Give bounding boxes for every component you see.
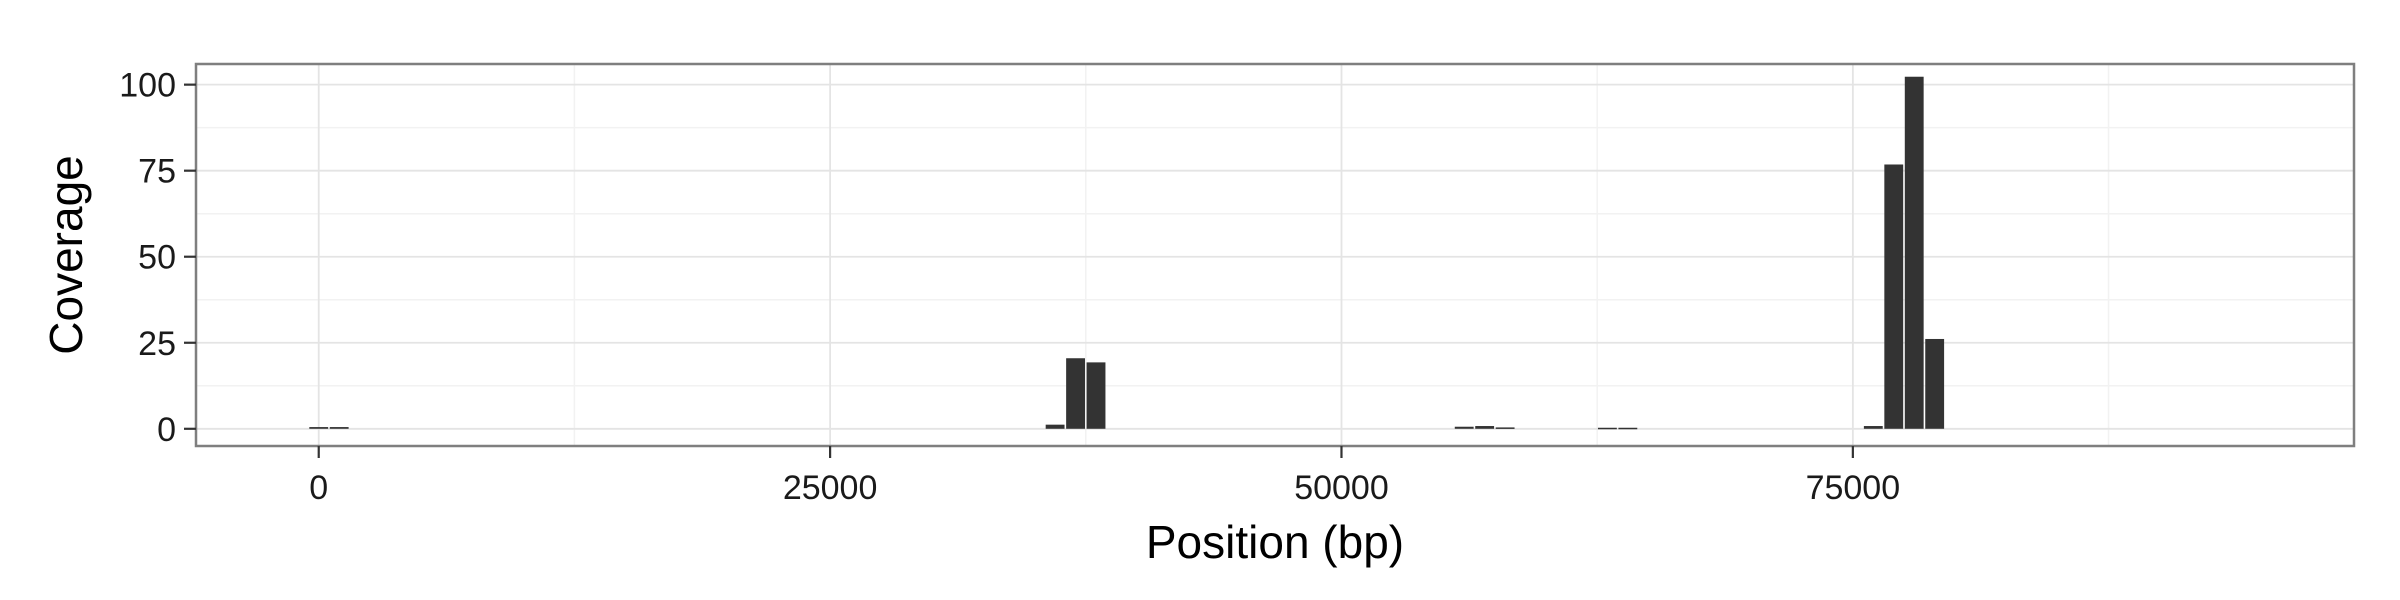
x-tick-label: 25000 <box>783 469 878 507</box>
coverage-bar <box>1618 427 1638 430</box>
x-tick-label: 50000 <box>1294 469 1389 507</box>
y-tick-label: 50 <box>138 239 176 277</box>
coverage-bar <box>1925 338 1945 429</box>
bars <box>309 76 1945 430</box>
x-axis-title: Position (bp) <box>1146 516 1404 568</box>
coverage-bar <box>1086 362 1106 429</box>
coverage-bar <box>1045 424 1065 429</box>
x-tick-label: 75000 <box>1806 469 1901 507</box>
coverage-bar <box>1884 164 1904 429</box>
coverage-bar <box>1066 358 1085 429</box>
tick-labels: 0 25000 50000 75000 0 25 50 75 100 <box>119 67 1900 507</box>
x-tick-label: 0 <box>309 469 328 507</box>
coverage-bar <box>309 427 329 429</box>
y-tick-label: 75 <box>138 153 176 191</box>
y-axis-title: Coverage <box>40 155 92 354</box>
coverage-bar <box>329 427 349 429</box>
grid-lines <box>196 64 2354 446</box>
coverage-bar <box>1454 426 1474 429</box>
y-tick-label: 25 <box>138 325 176 363</box>
coverage-bar <box>1495 427 1515 429</box>
axis-ticks <box>184 83 1854 458</box>
y-tick-label: 0 <box>157 411 176 449</box>
coverage-bar <box>1863 426 1883 429</box>
coverage-bar <box>1475 426 1495 429</box>
coverage-bar <box>1597 427 1617 430</box>
coverage-bar <box>1904 76 1924 429</box>
plot-panel-border <box>194 62 2356 448</box>
y-tick-label: 100 <box>119 67 176 105</box>
